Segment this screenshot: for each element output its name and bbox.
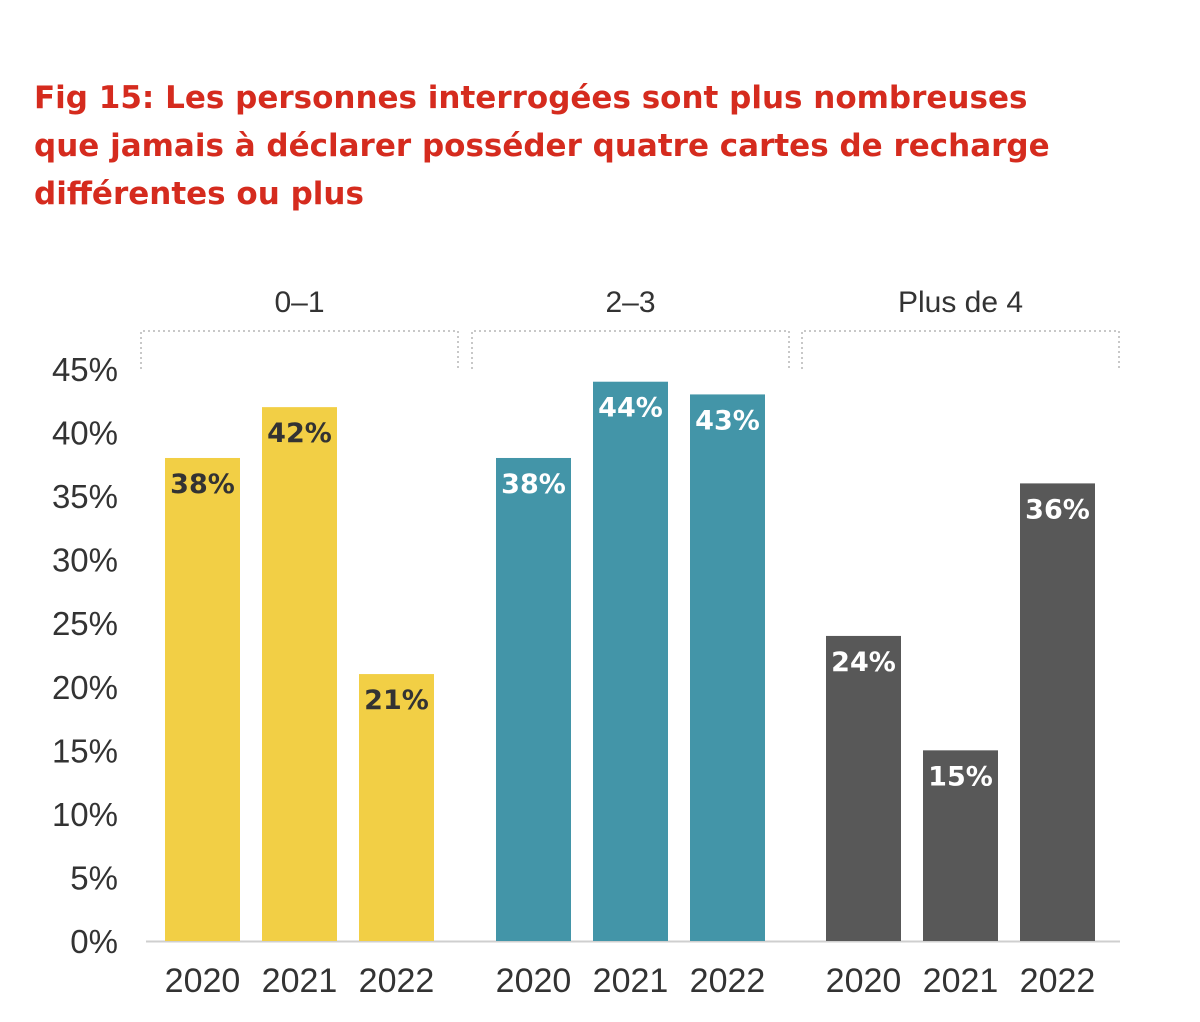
y-tick-label: 35% bbox=[52, 478, 118, 515]
y-tick-label: 0% bbox=[70, 923, 118, 960]
x-tick-label: 2020 bbox=[826, 962, 902, 1000]
x-tick-label: 2022 bbox=[359, 962, 435, 1000]
data-label: 21% bbox=[364, 685, 429, 716]
y-tick-label: 30% bbox=[52, 542, 118, 579]
x-tick-label: 2021 bbox=[923, 962, 999, 1000]
bar bbox=[359, 674, 434, 941]
data-label: 38% bbox=[170, 469, 235, 500]
bar bbox=[262, 407, 337, 942]
chart-title-line-3: différentes ou plus bbox=[34, 176, 364, 212]
x-tick-label: 2020 bbox=[165, 962, 241, 1000]
group-bracket bbox=[471, 330, 790, 369]
y-tick-label: 5% bbox=[70, 859, 118, 896]
x-tick-label: 2021 bbox=[262, 962, 338, 1000]
group-label: 2–3 bbox=[605, 286, 655, 319]
bar bbox=[593, 381, 668, 941]
bar bbox=[826, 635, 901, 941]
chart-title-line-2: que jamais à déclarer posséder quatre ca… bbox=[34, 128, 1050, 164]
y-tick-label: 25% bbox=[52, 605, 118, 642]
data-label: 24% bbox=[831, 647, 896, 678]
data-label: 44% bbox=[598, 393, 663, 424]
data-label: 42% bbox=[267, 418, 332, 449]
data-label: 43% bbox=[695, 405, 760, 436]
bar bbox=[690, 394, 765, 941]
x-tick-label: 2021 bbox=[593, 962, 669, 1000]
chart-title: Fig 15: Les personnes interrogées sont p… bbox=[34, 74, 1144, 218]
bar bbox=[165, 457, 240, 941]
y-tick-label: 15% bbox=[52, 732, 118, 769]
y-tick-label: 20% bbox=[52, 669, 118, 706]
y-tick-label: 40% bbox=[52, 415, 118, 452]
x-tick-label: 2022 bbox=[690, 962, 766, 1000]
data-label: 36% bbox=[1025, 494, 1090, 525]
bar bbox=[1020, 483, 1095, 941]
x-tick-label: 2022 bbox=[1020, 962, 1096, 1000]
group-label: 0–1 bbox=[274, 286, 324, 319]
chart-title-line-1: Fig 15: Les personnes interrogées sont p… bbox=[34, 80, 1028, 116]
data-label: 38% bbox=[501, 469, 566, 500]
y-tick-label: 10% bbox=[52, 796, 118, 833]
bar bbox=[923, 750, 998, 941]
x-tick-label: 2020 bbox=[496, 962, 572, 1000]
group-bracket bbox=[801, 330, 1120, 369]
group-label: Plus de 4 bbox=[898, 286, 1023, 319]
data-label: 15% bbox=[928, 761, 993, 792]
group-bracket bbox=[140, 330, 459, 369]
y-tick-label: 45% bbox=[52, 351, 118, 388]
bar bbox=[496, 457, 571, 941]
